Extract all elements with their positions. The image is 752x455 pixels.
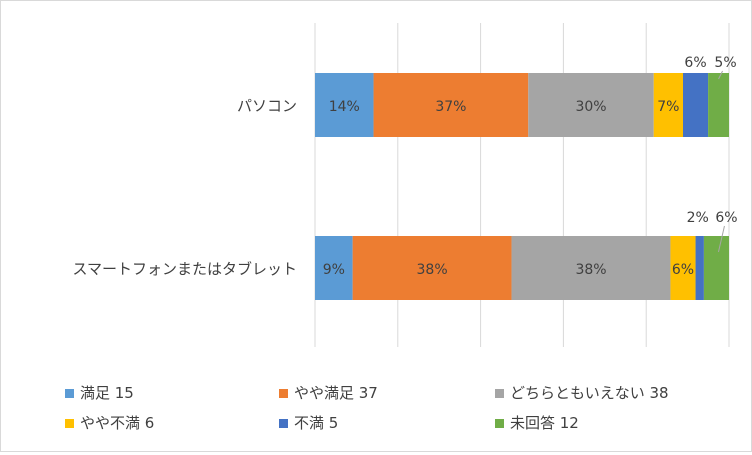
bar-segment [352, 236, 512, 300]
data-label: 30% [575, 99, 606, 115]
category-label: パソコン [237, 97, 297, 115]
leader-line [718, 70, 723, 80]
bar-segment [373, 73, 529, 137]
data-label: 5% [714, 55, 736, 71]
data-label: 2% [687, 210, 709, 226]
bar-segment [708, 73, 729, 137]
legend-swatch [65, 389, 74, 398]
data-label: 6% [684, 55, 706, 71]
data-label: 14% [329, 99, 360, 115]
data-label: 6% [672, 262, 694, 278]
bar-segment [670, 236, 696, 300]
data-label: 9% [323, 262, 345, 278]
legend-label: 満足 15 [80, 384, 134, 402]
data-label: 6% [715, 210, 737, 226]
bar-segment [315, 236, 353, 300]
bar-segment [683, 73, 709, 137]
legend-label: やや満足 37 [294, 384, 378, 402]
legend-swatch [279, 419, 288, 428]
data-label: 38% [417, 262, 448, 278]
bar-segment [695, 236, 704, 300]
category-label: スマートフォンまたはタブレット [72, 260, 297, 278]
bar-segment [511, 236, 671, 300]
bar-segment [528, 73, 654, 137]
legend-label: 不満 5 [294, 414, 338, 432]
legend-swatch [495, 389, 504, 398]
data-label: 7% [657, 99, 679, 115]
legend-swatch [279, 389, 288, 398]
legend-swatch [495, 419, 504, 428]
legend-label: どちらともいえない 38 [510, 384, 669, 402]
leader-line [717, 225, 725, 253]
bar-segment [653, 73, 683, 137]
legend-label: 未回答 12 [510, 414, 579, 432]
data-label: 37% [435, 99, 466, 115]
legend-swatch [65, 419, 74, 428]
bar-segment [703, 236, 729, 300]
legend-label: やや不満 6 [80, 414, 154, 432]
bar-segment [315, 73, 374, 137]
data-label: 38% [575, 262, 606, 278]
